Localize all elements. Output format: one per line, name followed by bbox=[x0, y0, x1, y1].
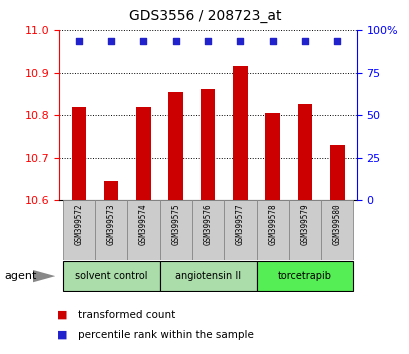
Bar bbox=[256, 200, 288, 260]
Point bbox=[204, 38, 211, 44]
Point bbox=[269, 38, 275, 44]
Bar bbox=[95, 200, 127, 260]
Bar bbox=[63, 200, 95, 260]
Bar bbox=[233, 66, 247, 200]
Text: GSM399574: GSM399574 bbox=[139, 203, 148, 245]
Text: GSM399576: GSM399576 bbox=[203, 203, 212, 245]
Bar bbox=[200, 89, 215, 200]
Text: ■: ■ bbox=[57, 330, 68, 339]
Bar bbox=[63, 261, 159, 291]
Text: transformed count: transformed count bbox=[78, 310, 175, 320]
Text: GSM399580: GSM399580 bbox=[332, 203, 341, 245]
Bar bbox=[297, 104, 312, 200]
Bar bbox=[329, 145, 344, 200]
Point bbox=[301, 38, 308, 44]
Bar bbox=[224, 200, 256, 260]
Point bbox=[140, 38, 146, 44]
Text: torcetrapib: torcetrapib bbox=[277, 271, 331, 281]
Bar bbox=[168, 92, 182, 200]
Bar bbox=[159, 261, 256, 291]
Point bbox=[108, 38, 114, 44]
Bar bbox=[103, 181, 118, 200]
Text: GSM399579: GSM399579 bbox=[300, 203, 309, 245]
Text: angiotensin II: angiotensin II bbox=[175, 271, 240, 281]
Bar bbox=[159, 200, 191, 260]
Text: GSM399573: GSM399573 bbox=[106, 203, 115, 245]
Bar bbox=[265, 113, 279, 200]
Text: agent: agent bbox=[4, 271, 36, 281]
Bar bbox=[191, 200, 224, 260]
Point bbox=[236, 38, 243, 44]
Bar bbox=[320, 200, 353, 260]
Polygon shape bbox=[33, 270, 55, 282]
Text: GSM399577: GSM399577 bbox=[235, 203, 244, 245]
Bar bbox=[127, 200, 159, 260]
Text: GSM399578: GSM399578 bbox=[267, 203, 276, 245]
Text: ■: ■ bbox=[57, 310, 68, 320]
Point bbox=[172, 38, 179, 44]
Point bbox=[333, 38, 340, 44]
Text: percentile rank within the sample: percentile rank within the sample bbox=[78, 330, 253, 339]
Bar bbox=[256, 261, 353, 291]
Bar bbox=[72, 107, 86, 200]
Text: GSM399575: GSM399575 bbox=[171, 203, 180, 245]
Text: solvent control: solvent control bbox=[75, 271, 147, 281]
Point bbox=[75, 38, 82, 44]
Bar bbox=[136, 107, 151, 200]
Text: GSM399572: GSM399572 bbox=[74, 203, 83, 245]
Bar bbox=[288, 200, 320, 260]
Text: GDS3556 / 208723_at: GDS3556 / 208723_at bbox=[128, 9, 281, 23]
